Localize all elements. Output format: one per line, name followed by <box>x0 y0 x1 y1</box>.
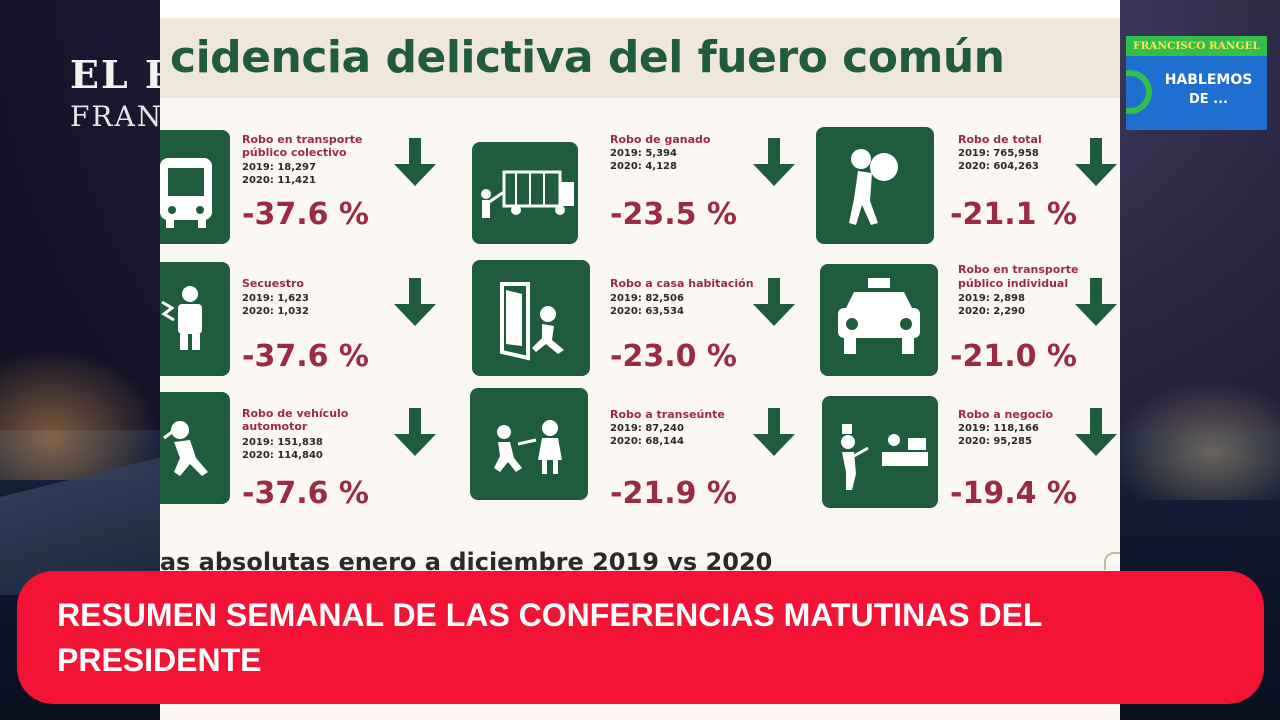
value-2019: 2019: 87,240 <box>610 423 684 434</box>
city-lights <box>1110 380 1280 500</box>
crime-label: Robo de total <box>958 133 1042 146</box>
crime-label: Robo a negocio <box>958 408 1054 421</box>
badge-arc-graphic <box>1126 70 1152 114</box>
crime-label: automotor <box>242 420 308 433</box>
slide-header <box>160 18 1120 98</box>
livestock-truck-icon <box>472 142 578 244</box>
percent-change: -23.5 % <box>610 197 737 232</box>
value-2019: 2019: 151,838 <box>242 437 323 448</box>
value-2019: 2019: 118,166 <box>958 423 1039 434</box>
percent-change: -37.6 % <box>242 476 369 511</box>
percent-change: -19.4 % <box>950 476 1077 511</box>
value-2020: 2020: 2,290 <box>958 306 1025 317</box>
pedestrian-robbery-icon <box>470 388 588 500</box>
value-2019: 2019: 1,623 <box>242 293 309 304</box>
bus-icon <box>160 130 230 244</box>
percent-change: -21.1 % <box>950 197 1077 232</box>
value-2020: 2020: 68,144 <box>610 436 684 447</box>
value-2020: 2020: 114,840 <box>242 450 323 461</box>
badge-line-2: DE ... <box>1188 92 1228 107</box>
car-theft-icon <box>160 392 230 504</box>
channel-badge: FRANCISCO RANGEL HABLEMOS DE ... <box>1126 36 1267 130</box>
down-arrow-icon <box>753 278 795 326</box>
taxi-icon <box>820 264 938 376</box>
percent-change: -23.0 % <box>610 339 737 374</box>
slide-title: cidencia delictiva del fuero común <box>170 32 1005 83</box>
value-2020: 2020: 95,285 <box>958 436 1032 447</box>
crime-label: Robo de vehículo <box>242 407 349 420</box>
percent-change: -21.9 % <box>610 476 737 511</box>
value-2019: 2019: 82,506 <box>610 293 684 304</box>
value-2020: 2020: 1,032 <box>242 306 309 317</box>
bridge-lights <box>0 340 170 480</box>
down-arrow-icon <box>1075 138 1117 186</box>
badge-line-1: HABLEMOS <box>1164 72 1253 88</box>
crime-label: Robo en transporte <box>958 263 1079 276</box>
value-2020: 2020: 63,534 <box>610 306 684 317</box>
crime-label: Robo de ganado <box>610 133 711 146</box>
kidnap-icon <box>160 262 230 376</box>
down-arrow-icon <box>1075 278 1117 326</box>
crime-label: Secuestro <box>242 277 304 290</box>
value-2019: 2019: 5,394 <box>610 148 677 159</box>
percent-change: -37.6 % <box>242 197 369 232</box>
down-arrow-icon <box>394 278 436 326</box>
thief-icon <box>816 127 934 244</box>
banner-text: RESUMEN SEMANAL DE LAS CONFERENCIAS MATU… <box>57 597 1042 678</box>
store-robbery-icon <box>822 396 938 508</box>
value-2020: 2020: 604,263 <box>958 161 1039 172</box>
value-2019: 2019: 2,898 <box>958 293 1025 304</box>
value-2020: 2020: 11,421 <box>242 175 316 186</box>
channel-brand-title: EL R <box>70 52 179 97</box>
down-arrow-icon <box>394 138 436 186</box>
percent-change: -37.6 % <box>242 339 369 374</box>
channel-brand-subtitle: FRAN <box>70 100 164 133</box>
slide-top-strip <box>160 0 1120 18</box>
percent-change: -21.0 % <box>950 339 1077 374</box>
house-break-in-icon <box>472 260 590 376</box>
crime-label: Robo a transeúnte <box>610 408 725 421</box>
down-arrow-icon <box>1075 408 1117 456</box>
value-2019: 2019: 18,297 <box>242 162 316 173</box>
crime-label: Robo en transporte <box>242 133 363 146</box>
crime-label: público individual <box>958 277 1069 290</box>
crime-label: Robo a casa habitación <box>610 277 754 290</box>
down-arrow-icon <box>753 138 795 186</box>
lower-third-banner: RESUMEN SEMANAL DE LAS CONFERENCIAS MATU… <box>17 571 1264 704</box>
value-2020: 2020: 4,128 <box>610 161 677 172</box>
slide-corner-ornament <box>1104 552 1120 570</box>
badge-name: FRANCISCO RANGEL <box>1126 36 1267 56</box>
value-2019: 2019: 765,958 <box>958 148 1039 159</box>
down-arrow-icon <box>394 408 436 456</box>
down-arrow-icon <box>753 408 795 456</box>
crime-label: público colectivo <box>242 146 347 159</box>
